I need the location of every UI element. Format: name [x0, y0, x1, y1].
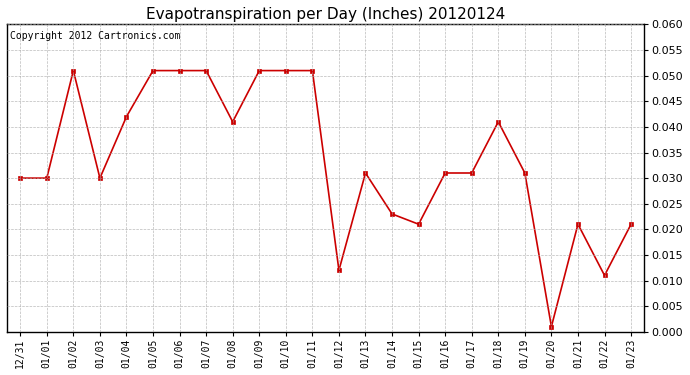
Title: Evapotranspiration per Day (Inches) 20120124: Evapotranspiration per Day (Inches) 2012… — [146, 7, 505, 22]
Text: Copyright 2012 Cartronics.com: Copyright 2012 Cartronics.com — [10, 31, 181, 40]
